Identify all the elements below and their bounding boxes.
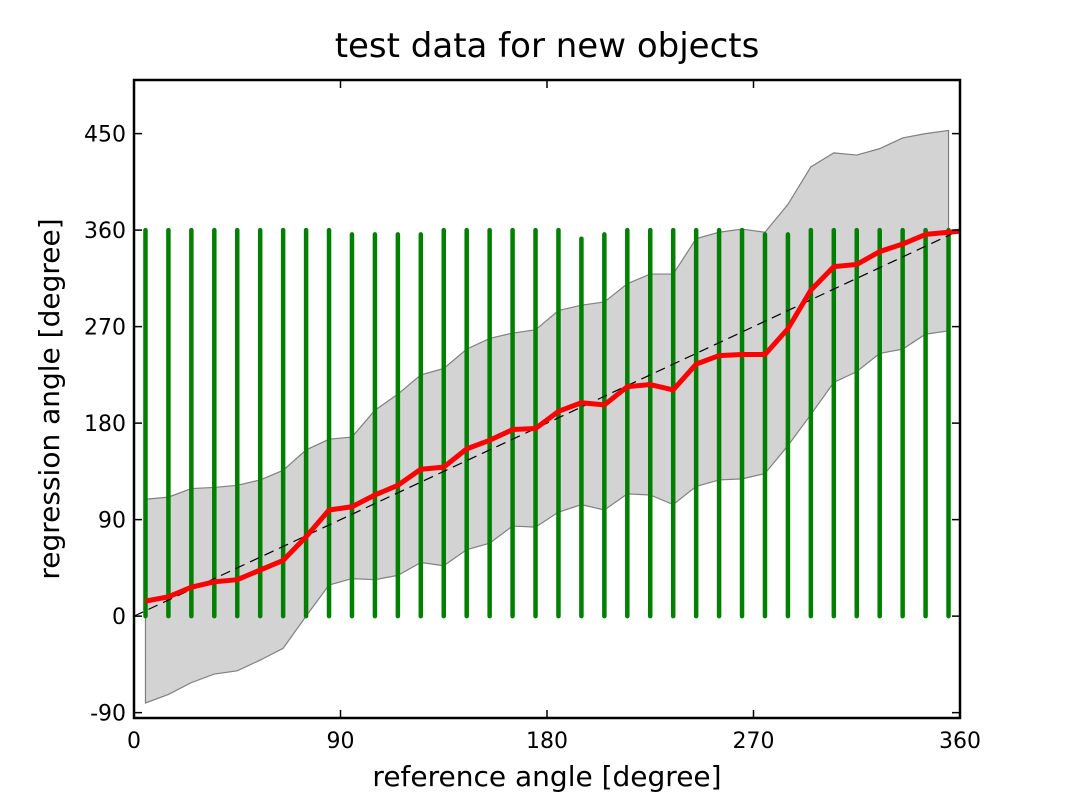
y-tick-label: 180 (84, 412, 126, 437)
plot-area (134, 129, 960, 704)
x-axis: 0 90 180 270 360 (127, 80, 981, 754)
y-tick-label: 360 (84, 219, 126, 244)
x-tick-label: 270 (733, 729, 775, 754)
x-axis-label: reference angle [degree] (372, 760, 721, 793)
mean-regression-line (145, 228, 960, 604)
y-axis: -90 0 90 180 270 360 450 (84, 123, 960, 727)
y-tick-label: 0 (112, 605, 126, 630)
reference-line-layer (134, 229, 960, 617)
spread-band (144, 129, 950, 704)
chart-title: test data for new objects (335, 26, 760, 66)
identity-reference-line (134, 229, 960, 617)
band-layer (144, 129, 950, 704)
x-tick-label: 0 (127, 729, 141, 754)
y-tick-label: 270 (84, 316, 126, 341)
scatter-layer (143, 227, 951, 619)
y-tick-label: 90 (98, 509, 126, 534)
x-tick-label: 180 (526, 729, 568, 754)
y-tick-label: 450 (84, 123, 126, 148)
mean-line-layer (145, 228, 960, 604)
x-tick-label: 360 (939, 729, 981, 754)
y-axis-label: regression angle [degree] (33, 218, 66, 579)
x-tick-label: 90 (327, 729, 355, 754)
y-tick-label: -90 (90, 702, 126, 727)
